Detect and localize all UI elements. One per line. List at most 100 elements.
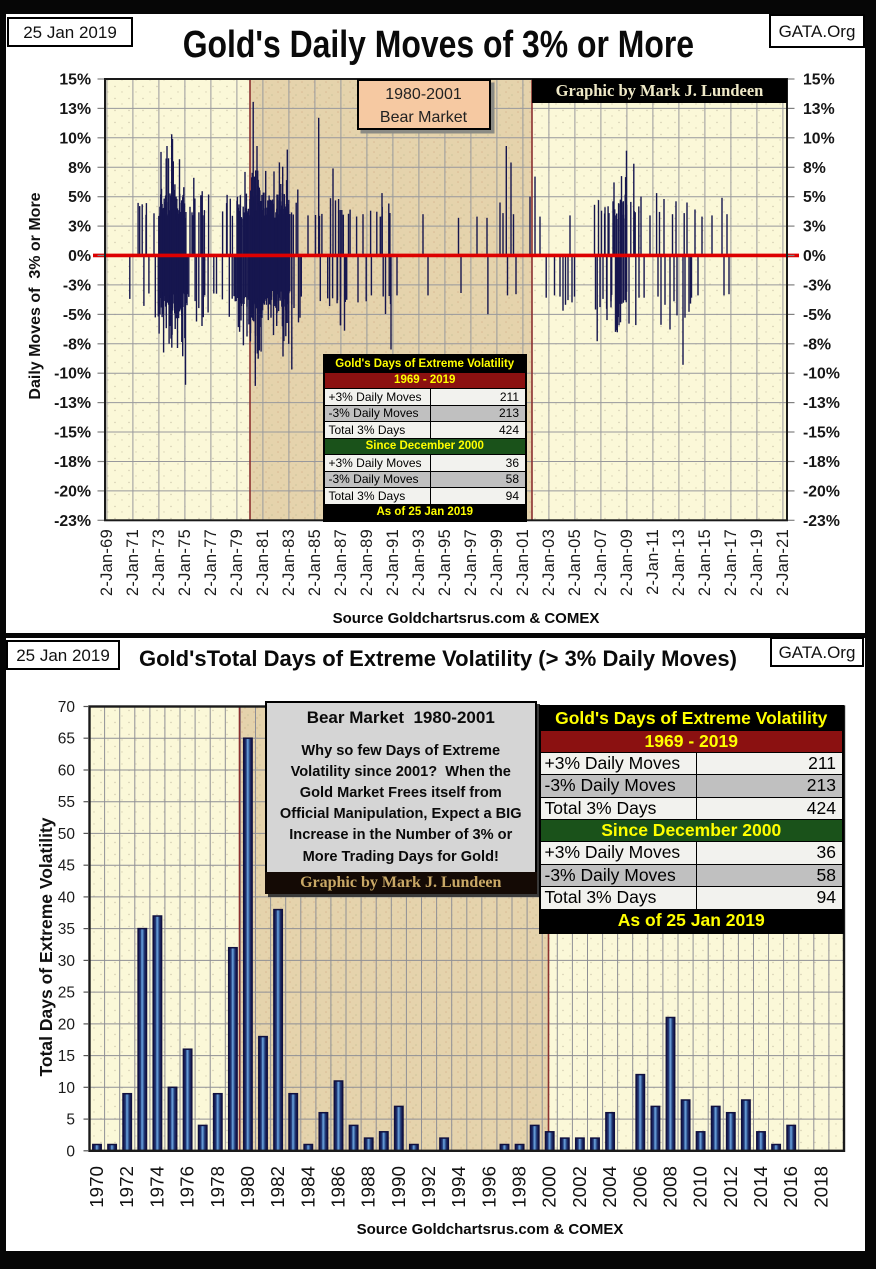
svg-text:-3%: -3% [63, 277, 91, 294]
svg-text:2-Jan-03: 2-Jan-03 [540, 529, 558, 596]
svg-text:2-Jan-21: 2-Jan-21 [774, 529, 792, 596]
svg-text:-8%: -8% [63, 336, 91, 353]
svg-text:8%: 8% [803, 160, 826, 177]
svg-text:30: 30 [58, 953, 76, 970]
svg-text:2014: 2014 [750, 1166, 771, 1208]
svg-text:2-Jan-09: 2-Jan-09 [618, 529, 636, 596]
svg-text:25: 25 [58, 985, 75, 1002]
svg-text:2-Jan-77: 2-Jan-77 [202, 529, 220, 596]
svg-text:2018: 2018 [810, 1166, 831, 1208]
svg-text:70: 70 [58, 699, 76, 716]
svg-text:-10%: -10% [54, 366, 91, 383]
svg-text:1978: 1978 [207, 1166, 228, 1208]
svg-text:-15%: -15% [54, 425, 91, 442]
svg-text:2-Jan-13: 2-Jan-13 [670, 529, 688, 596]
svg-text:-23%: -23% [803, 513, 840, 530]
svg-text:1998: 1998 [509, 1166, 530, 1208]
svg-text:2-Jan-85: 2-Jan-85 [306, 529, 324, 596]
svg-text:2-Jan-71: 2-Jan-71 [124, 529, 142, 596]
svg-text:45: 45 [58, 858, 75, 875]
svg-text:Daily Moves of 3% or More: Daily Moves of 3% or More [27, 192, 44, 399]
svg-text:-13%: -13% [54, 395, 91, 412]
svg-text:50: 50 [58, 826, 76, 843]
svg-text:2016: 2016 [780, 1166, 801, 1208]
svg-text:1986: 1986 [328, 1166, 349, 1208]
svg-text:2-Jan-19: 2-Jan-19 [748, 529, 766, 596]
svg-text:2-Jan-89: 2-Jan-89 [358, 529, 376, 596]
svg-text:1996: 1996 [478, 1166, 499, 1208]
svg-text:-20%: -20% [54, 483, 91, 500]
svg-text:0%: 0% [803, 248, 826, 265]
svg-text:2-Jan-11: 2-Jan-11 [644, 529, 662, 595]
svg-text:2-Jan-05: 2-Jan-05 [566, 529, 584, 596]
svg-text:13%: 13% [59, 101, 91, 118]
svg-text:1982: 1982 [267, 1166, 288, 1208]
svg-text:Total Days of Extreme Volatili: Total Days of Extreme Volatility [36, 817, 56, 1076]
svg-text:3%: 3% [803, 219, 826, 236]
svg-text:1976: 1976 [177, 1166, 198, 1208]
svg-text:10%: 10% [59, 130, 91, 147]
svg-text:20: 20 [58, 1016, 76, 1033]
svg-text:2000: 2000 [539, 1166, 560, 1208]
svg-text:2-Jan-73: 2-Jan-73 [150, 529, 168, 596]
svg-text:-13%: -13% [803, 395, 840, 412]
svg-text:1990: 1990 [388, 1166, 409, 1208]
svg-text:40: 40 [58, 889, 76, 906]
svg-text:2-Jan-97: 2-Jan-97 [462, 529, 480, 596]
svg-text:3%: 3% [68, 219, 91, 236]
svg-text:-15%: -15% [803, 425, 840, 442]
svg-text:10%: 10% [803, 130, 835, 147]
svg-text:13%: 13% [803, 101, 835, 118]
svg-text:10: 10 [58, 1080, 76, 1097]
svg-text:2-Jan-79: 2-Jan-79 [228, 529, 246, 596]
svg-text:2002: 2002 [569, 1166, 590, 1208]
svg-text:-18%: -18% [803, 454, 840, 471]
svg-text:2004: 2004 [599, 1166, 620, 1208]
svg-text:2-Jan-91: 2-Jan-91 [384, 529, 402, 596]
svg-text:2-Jan-93: 2-Jan-93 [410, 529, 428, 596]
svg-text:0: 0 [66, 1143, 75, 1160]
svg-text:5%: 5% [68, 189, 91, 206]
svg-text:2-Jan-83: 2-Jan-83 [280, 529, 298, 596]
svg-text:15: 15 [58, 1048, 75, 1065]
svg-text:1972: 1972 [116, 1166, 137, 1208]
svg-text:2-Jan-07: 2-Jan-07 [592, 529, 610, 596]
svg-text:1992: 1992 [418, 1166, 439, 1208]
svg-text:1994: 1994 [448, 1166, 469, 1208]
svg-text:-5%: -5% [63, 307, 91, 324]
svg-text:15%: 15% [803, 72, 835, 89]
svg-text:-5%: -5% [803, 307, 831, 324]
svg-text:65: 65 [58, 731, 75, 748]
svg-text:-3%: -3% [803, 277, 831, 294]
svg-text:2-Jan-95: 2-Jan-95 [436, 529, 454, 596]
svg-text:-10%: -10% [803, 366, 840, 383]
svg-text:8%: 8% [68, 160, 91, 177]
svg-text:1984: 1984 [297, 1166, 318, 1208]
svg-text:-23%: -23% [54, 513, 91, 530]
svg-text:2-Jan-99: 2-Jan-99 [488, 529, 506, 596]
svg-text:0%: 0% [68, 248, 91, 265]
svg-text:1988: 1988 [358, 1166, 379, 1208]
svg-text:2-Jan-17: 2-Jan-17 [722, 529, 740, 596]
svg-text:15%: 15% [59, 72, 91, 89]
svg-text:2008: 2008 [660, 1166, 681, 1208]
svg-text:35: 35 [58, 921, 75, 938]
svg-text:2-Jan-15: 2-Jan-15 [696, 529, 714, 596]
svg-text:-18%: -18% [54, 454, 91, 471]
svg-text:2-Jan-69: 2-Jan-69 [98, 529, 116, 596]
svg-text:5: 5 [66, 1112, 75, 1129]
svg-text:55: 55 [58, 794, 75, 811]
svg-text:60: 60 [58, 763, 76, 780]
svg-text:2-Jan-81: 2-Jan-81 [254, 529, 272, 596]
svg-text:2-Jan-87: 2-Jan-87 [332, 529, 350, 596]
svg-text:5%: 5% [803, 189, 826, 206]
svg-text:1970: 1970 [86, 1166, 107, 1208]
svg-text:-20%: -20% [803, 483, 840, 500]
svg-text:2-Jan-75: 2-Jan-75 [176, 529, 194, 596]
svg-text:2010: 2010 [690, 1166, 711, 1208]
svg-text:-8%: -8% [803, 336, 831, 353]
svg-text:1974: 1974 [146, 1166, 167, 1208]
svg-text:1980: 1980 [237, 1166, 258, 1208]
svg-text:2012: 2012 [720, 1166, 741, 1208]
svg-text:2006: 2006 [629, 1166, 650, 1208]
